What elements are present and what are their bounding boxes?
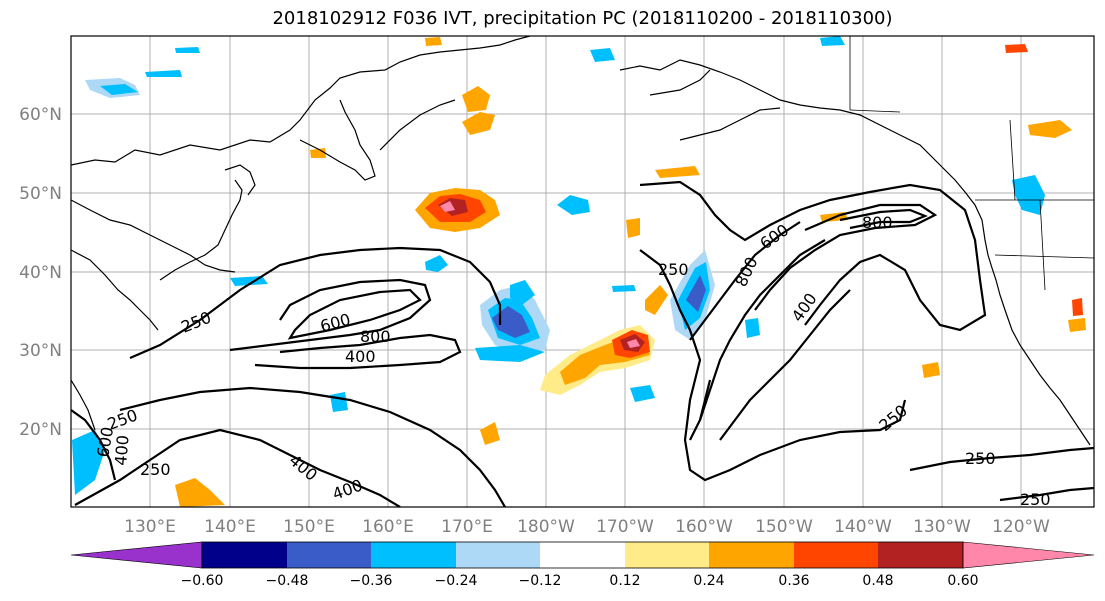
colorbar-tick-label: 0.24: [693, 573, 724, 589]
latitude-labels: 60°N 50°N 40°N 30°N 20°N: [19, 105, 62, 440]
colorbar-cell: [709, 542, 794, 568]
lon-label: 130°E: [124, 517, 176, 537]
colorbar-tick-label: −0.24: [435, 573, 478, 589]
precip-patch: [72, 430, 105, 495]
colorbar-tick-label: −0.12: [519, 573, 562, 589]
precip-patch: [1005, 44, 1028, 53]
precip-patch: [462, 112, 495, 135]
map-frame: [70, 35, 1095, 508]
lat-label: 30°N: [19, 341, 62, 361]
colorbar-tick-label: −0.60: [181, 573, 224, 589]
colorbar-cell: [456, 542, 540, 568]
colorbar: −0.60 −0.48 −0.36 −0.24 −0.12 0.12 0.24 …: [70, 541, 1095, 589]
colorbar-cell: [70, 541, 203, 569]
precip-patch: [590, 48, 615, 62]
precip-patch: [425, 255, 448, 272]
lon-label: 160°E: [362, 517, 414, 537]
colorbar-tick-label: 0.60: [947, 573, 978, 589]
precip-patch: [626, 218, 640, 238]
precip-patch: [462, 86, 490, 112]
precip-patch: [612, 285, 636, 292]
precip-patch: [175, 47, 200, 53]
precip-patch: [480, 422, 500, 445]
coastlines: [71, 36, 1091, 446]
precip-anomaly-fills: [72, 36, 1086, 507]
precip-patch: [1072, 298, 1083, 316]
precip-patch: [630, 385, 655, 402]
contour-label-group: 250 600 800 400 250 800 600 800 400 250 …: [93, 213, 1051, 509]
precip-patch: [175, 478, 225, 507]
precip-patch: [440, 201, 455, 212]
precip-patch: [510, 280, 535, 305]
precip-patch: [686, 275, 706, 312]
contour-label: 800: [862, 213, 893, 232]
lon-label: 150°E: [283, 517, 335, 537]
colorbar-cell: [878, 542, 963, 568]
colorbar-cell: [287, 542, 371, 568]
lat-label: 60°N: [19, 105, 62, 125]
contour-label: 250: [1020, 490, 1051, 509]
precip-patch: [627, 339, 640, 348]
lon-label: 170°W: [596, 517, 654, 537]
precip-patch: [557, 195, 590, 215]
ivt-contours: [71, 180, 1094, 507]
lon-label: 180°W: [517, 517, 575, 537]
precip-patch: [922, 362, 940, 378]
colorbar-cell: [371, 542, 456, 568]
colorbar-tick-label: −0.48: [266, 573, 309, 589]
colorbar-tick-label: 0.12: [609, 573, 640, 589]
colorbar-frame: [201, 541, 964, 569]
colorbar-tick-label: −0.36: [350, 573, 393, 589]
colorbar-cell: [625, 542, 709, 568]
precip-patch: [655, 166, 700, 178]
colorbar-tick-label: 0.36: [778, 573, 809, 589]
contour-label: 250: [965, 449, 996, 468]
precip-patch: [145, 70, 182, 77]
lon-label: 150°W: [755, 517, 813, 537]
lat-label: 50°N: [19, 184, 62, 204]
precip-patch: [1068, 318, 1086, 332]
contour-label: 400: [111, 434, 133, 466]
political-borders: [849, 36, 1094, 291]
lat-label: 40°N: [19, 263, 62, 283]
precip-patch: [1012, 175, 1045, 215]
colorbar-cell: [202, 542, 287, 568]
lon-label: 170°E: [441, 517, 493, 537]
colorbar-tick-label: 0.48: [862, 573, 893, 589]
lat-label: 20°N: [19, 420, 62, 440]
contour-label: 800: [360, 327, 391, 346]
precip-patch: [330, 392, 348, 412]
precip-patch: [475, 345, 545, 362]
map-title: 2018102912 F036 IVT, precipitation PC (2…: [272, 8, 893, 29]
precip-patch: [425, 37, 442, 46]
precip-patch: [310, 148, 326, 158]
precip-patch: [745, 318, 760, 338]
precip-patch: [100, 84, 138, 95]
precip-patch: [1028, 120, 1072, 138]
longitude-labels: 130°E 140°E 150°E 160°E 170°E 180°W 170°…: [124, 517, 1050, 537]
precip-patch: [820, 36, 845, 46]
contour-label: 250: [140, 460, 171, 479]
lon-label: 120°W: [992, 517, 1050, 537]
lon-label: 160°W: [675, 517, 733, 537]
lon-label: 130°W: [913, 517, 971, 537]
colorbar-cell: [540, 542, 625, 568]
map-panel: 250 600 800 400 250 800 600 800 400 250 …: [71, 36, 1094, 509]
colorbar-cell: [794, 542, 878, 568]
precip-patch: [645, 285, 668, 315]
precip-patch: [492, 306, 530, 338]
lon-label: 140°W: [834, 517, 892, 537]
contour-label: 250: [658, 260, 689, 279]
lon-label: 140°E: [204, 517, 256, 537]
contour-label: 400: [345, 347, 376, 366]
colorbar-cell: [962, 541, 1095, 569]
